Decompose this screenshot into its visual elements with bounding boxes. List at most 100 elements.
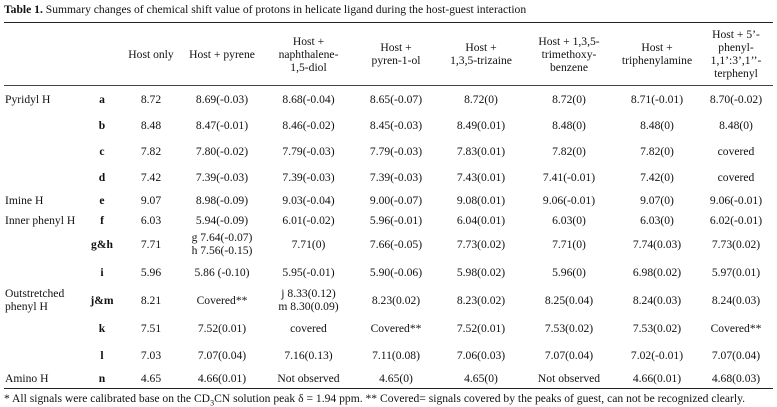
shift-value-cell: 7.73(0.02): [456, 237, 506, 251]
shift-value-cell: 9.06(-0.01): [542, 193, 596, 207]
shift-value-cell: 8.45(-0.03): [369, 118, 423, 132]
proton-label-cell: j&m: [90, 293, 114, 307]
proton-label-cell: g&h: [91, 237, 113, 251]
header-row: Host only Host + pyrene Host + naphthalen…: [4, 23, 773, 86]
shift-value-cell: 8.24(0.03): [711, 293, 761, 307]
shift-value-cell: 5.96(0): [552, 265, 586, 279]
proton-label-cell: a: [99, 92, 105, 106]
shift-value-cell: 7.82(0): [552, 144, 586, 158]
shift-value-cell: 7.03: [140, 348, 162, 362]
shift-value-cell: g 7.64(-0.07) h 7.56(-0.15): [180, 230, 264, 258]
table-footnote: * All signals were calibrated base on th…: [4, 392, 773, 407]
shift-value-cell: 8.48: [140, 118, 162, 132]
proton-group-cell: Inner phenyl H: [5, 213, 76, 227]
shift-value-cell: Not observed: [264, 368, 353, 389]
shift-value-cell: 5.94(-0.09): [195, 213, 249, 227]
shift-value-cell: 5.96(-0.01): [369, 213, 423, 227]
shift-value-cell: 8.98(-0.09): [195, 193, 249, 207]
column-header: Host + naphthalene- 1,5-diol: [264, 23, 353, 86]
shift-value-cell: 7.79(-0.03): [282, 144, 335, 158]
table-row: Inner phenyl H f 6.03 5.94(-0.09) 6.01(-0.02…: [4, 210, 773, 230]
shift-value-cell: 7.71(0): [291, 237, 326, 251]
proton-label-cell: c: [99, 144, 105, 158]
shift-value-cell: 8.72: [140, 92, 162, 106]
shift-value-cell: 7.51: [140, 321, 162, 335]
shift-value-cell: 7.66(-0.05): [369, 237, 423, 251]
shift-value-cell: j 8.33(0.12) m 8.30(0.09): [264, 286, 353, 314]
shift-value-cell: covered: [717, 170, 755, 184]
proton-group-cell: Imine H: [5, 193, 44, 207]
column-header: [82, 23, 122, 86]
proton-group-cell: [4, 164, 82, 190]
proton-label-cell: l: [100, 348, 104, 362]
shift-value-cell: 8.48(0): [552, 118, 586, 132]
column-header: Host + triphenylamine: [615, 23, 699, 86]
shift-value-cell: 7.74(0.03): [632, 237, 682, 251]
table-body: Pyridyl H a 8.72 8.69(-0.03) 8.68(-0.04) 8.65…: [4, 86, 773, 389]
column-header: Host + pyren-1-ol: [353, 23, 439, 86]
footnote-text: * All signals were calibrated base on th…: [4, 392, 211, 405]
shift-value-cell: 7.80(-0.02): [195, 144, 249, 158]
shift-value-cell: 8.25(0.04): [544, 293, 594, 307]
chemical-shift-table: Host only Host + pyrene Host + naphthalen…: [4, 23, 773, 389]
column-header: Host + 1,3,5- trimethoxy-benzene: [523, 23, 615, 86]
shift-value-cell: 8.24(0.03): [632, 293, 682, 307]
shift-value-cell: 4.66(0.01): [180, 368, 264, 389]
shift-value-cell: 7.07(0.04): [544, 348, 594, 362]
column-header: Host + pyrene: [180, 23, 264, 86]
shift-value-line: h 7.56(-0.15): [191, 244, 253, 257]
shift-value-cell: 7.11(0.08): [372, 348, 420, 362]
shift-value-cell: covered: [290, 321, 327, 335]
table-row: i 5.96 5.86 (-0.10) 5.95(-0.01) 5.90(-0.06) 5…: [4, 258, 773, 286]
shift-value-cell: 7.39(-0.03): [282, 170, 335, 184]
proton-label-cell: d: [98, 170, 106, 184]
shift-value-cell: 4.65(0): [439, 368, 523, 389]
shift-value-cell: 4.66(0.01): [615, 368, 699, 389]
table-row: k 7.51 7.52(0.01) covered Covered** 7.52(0.01…: [4, 314, 773, 342]
table-row: d 7.42 7.39(-0.03) 7.39(-0.03) 7.39(-0.03) 7.…: [4, 164, 773, 190]
shift-value-cell: 7.83(0.01): [456, 144, 506, 158]
shift-value-cell: 9.03(-0.04): [282, 193, 335, 207]
shift-value-cell: 7.42: [140, 170, 162, 184]
table-row: g&h 7.71 g 7.64(-0.07) h 7.56(-0.15) 7.71(0)…: [4, 230, 773, 258]
proton-group-cell: [4, 342, 82, 368]
shift-value-cell: 6.01(-0.02): [282, 213, 335, 227]
proton-label-cell: b: [98, 118, 106, 132]
proton-label-cell: k: [98, 321, 106, 335]
shift-value-line: j 8.33(0.12): [281, 287, 336, 300]
shift-value-cell: 8.48(0): [640, 118, 674, 132]
proton-group-cell: [4, 138, 82, 164]
column-header: Host +1,3,5-trizaine: [439, 23, 523, 86]
shift-value-cell: 7.71(0): [552, 237, 586, 251]
shift-value-cell: 9.00(-0.07): [369, 193, 423, 207]
shift-value-cell: 7.82(0): [640, 144, 674, 158]
shift-value-cell: Covered**: [196, 293, 248, 307]
table-row: l 7.03 7.07(0.04) 7.16(0.13) 7.11(0.08) 7.06(…: [4, 342, 773, 368]
shift-value-cell: 7.52(0.01): [197, 321, 247, 335]
shift-value-cell: 8.46(-0.02): [282, 118, 335, 132]
shift-value-cell: 7.06(0.03): [456, 348, 506, 362]
shift-value-cell: 8.71(-0.01): [630, 92, 684, 106]
column-header: Host + 5’- phenyl- 1,1’:3’,1’’- terphenyl: [699, 23, 773, 86]
shift-value-cell: 6.98(0.02): [632, 265, 682, 279]
shift-value-cell: 8.68(-0.04): [282, 92, 335, 106]
shift-value-cell: 5.97(0.01): [711, 265, 761, 279]
shift-value-cell: 4.65: [122, 368, 180, 389]
shift-value-cell: 7.73(0.02): [711, 237, 761, 251]
shift-value-cell: 5.90(-0.06): [369, 265, 423, 279]
proton-group-cell: [4, 258, 82, 286]
shift-value-cell: 7.52(0.01): [456, 321, 506, 335]
top-rule: [4, 22, 773, 23]
shift-value-cell: 9.06(-0.01): [709, 193, 763, 207]
shift-value-cell: Not observed: [523, 368, 615, 389]
shift-value-cell: 8.65(-0.07): [369, 92, 423, 106]
shift-value-cell: 8.21: [140, 293, 162, 307]
proton-group-cell: [4, 112, 82, 138]
shift-value-cell: covered: [717, 144, 755, 158]
proton-label-cell: n: [82, 368, 122, 389]
shift-value-cell: 7.53(0.02): [544, 321, 594, 335]
shift-value-cell: 5.86 (-0.10): [194, 265, 250, 279]
shift-value-cell: 8.23(0.02): [371, 293, 421, 307]
table-caption: Table 1. Summary changes of chemical shi…: [4, 3, 773, 19]
